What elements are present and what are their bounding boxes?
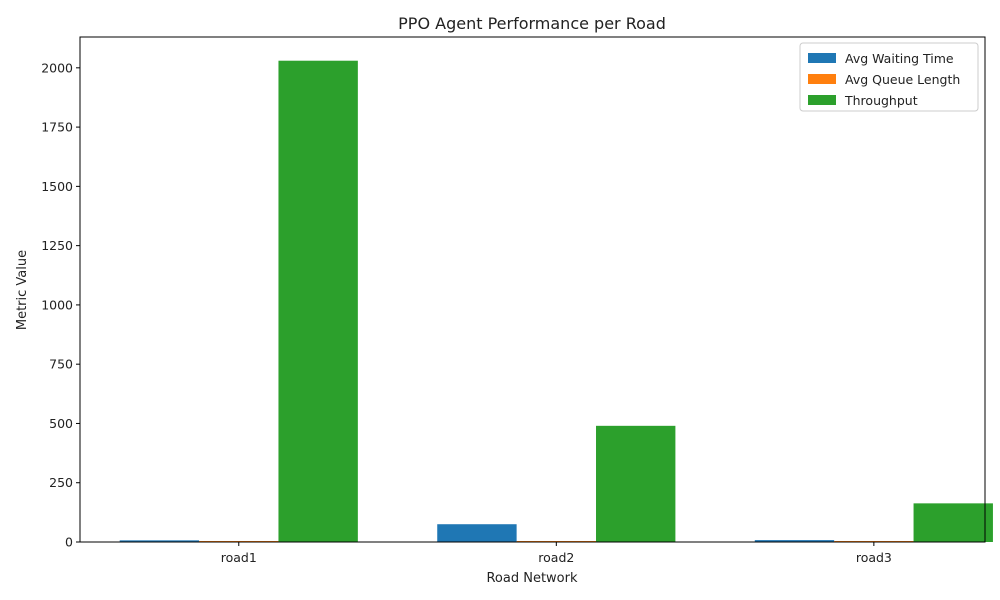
legend-swatch [808, 53, 836, 63]
plot-area: 0 250 500 750 1000 1250 1500 1750 2000 road1 road2… [41, 36, 993, 565]
legend: Avg Waiting Time Avg Queue Length Throughp… [799, 42, 979, 112]
chart-title: PPO Agent Performance per Road [398, 14, 666, 33]
y-tick-label: 1250 [41, 238, 73, 253]
x-tick-label: road3 [856, 550, 892, 565]
bar-throughput-road1 [278, 60, 358, 542]
x-tick-label: road2 [538, 550, 574, 565]
bar-avg-waiting-time-road3 [754, 540, 835, 542]
y-tick-label: 500 [49, 416, 73, 431]
x-axis-label: Road Network [486, 571, 578, 586]
legend-entry: Avg Waiting Time [845, 51, 954, 66]
x-tick-label: road1 [221, 550, 257, 565]
bar-throughput-road3 [913, 503, 993, 542]
y-tick-label: 0 [65, 535, 73, 550]
y-tick-label: 750 [49, 357, 73, 372]
legend-entry: Throughput [844, 93, 918, 108]
y-axis-label: Metric Value [15, 250, 30, 330]
y-tick-label: 2000 [41, 60, 73, 75]
y-tick-label: 250 [49, 475, 73, 490]
bar-avg-waiting-time-road1 [119, 540, 200, 542]
legend-swatch [808, 95, 836, 105]
y-tick-label: 1000 [41, 297, 73, 312]
bar-avg-waiting-time-road2 [437, 524, 517, 542]
y-tick-label: 1750 [41, 120, 73, 135]
legend-entry: Avg Queue Length [845, 72, 960, 87]
legend-swatch [808, 74, 836, 84]
legend-box [799, 42, 979, 112]
axes-frame [79, 36, 986, 543]
bar-throughput-road2 [596, 425, 676, 542]
y-tick-label: 1500 [41, 179, 73, 194]
